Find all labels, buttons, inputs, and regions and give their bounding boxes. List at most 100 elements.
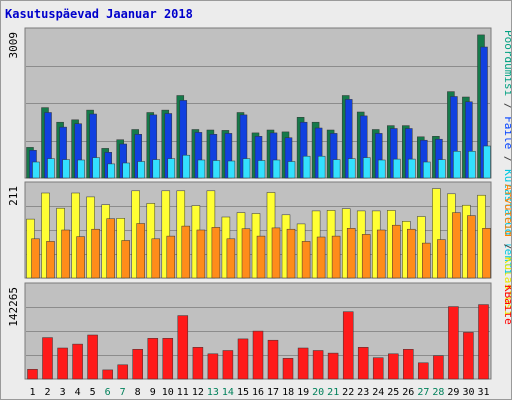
bar-traffic-kbaite [403, 349, 414, 380]
bar-hits-külastatud-lehti [423, 161, 431, 179]
legend-item-visits: / [502, 237, 511, 257]
bar-hits-külastatud-lehti [362, 157, 371, 179]
x-label-day: 29 [447, 387, 459, 398]
bar-traffic-kbaite [42, 337, 53, 380]
bar-visits-arvuteid [76, 236, 85, 279]
bar-hits-külastatud-lehti [347, 158, 356, 179]
bar-traffic-kbaite [388, 353, 399, 380]
bar-visits-arvuteid [61, 229, 70, 279]
bar-traffic-kbaite [162, 338, 174, 380]
bar-visits-arvuteid [346, 228, 356, 279]
bar-hits-külastatud-lehti [317, 155, 326, 179]
bar-traffic-kbaite [177, 315, 189, 380]
bar-visits-külastusi [432, 188, 441, 279]
bar-visits-külastusi [41, 192, 50, 279]
y-max-label-visits: 211 [7, 186, 20, 206]
bar-traffic-kbaite [102, 369, 113, 380]
legend-hits: Pöördumisi / Faile / Külastatud lehti [502, 30, 511, 275]
legend-item-hits: Pöördumisi [502, 30, 511, 96]
bar-visits-arvuteid [106, 218, 115, 279]
bar-traffic-kbaite [448, 306, 459, 380]
bar-hits-külastatud-lehti [47, 158, 55, 179]
x-label-day: 8 [135, 387, 141, 398]
bar-traffic-kbaite [297, 347, 309, 380]
bar-hits-külastatud-lehti [483, 145, 491, 179]
bar-hits-külastatud-lehti [197, 159, 206, 179]
bar-traffic-kbaite [87, 334, 98, 380]
x-label-day: 24 [372, 387, 384, 398]
bar-visits-arvuteid [241, 228, 251, 279]
bar-visits-arvuteid [31, 238, 40, 279]
bar-visits-arvuteid [211, 227, 221, 279]
x-label-day: 23 [357, 387, 369, 398]
y-max-label-traffic: 142265 [7, 287, 20, 327]
bar-visits-arvuteid [196, 229, 206, 279]
bar-hits-külastatud-lehti [332, 159, 341, 179]
bar-hits-külastatud-lehti [62, 159, 70, 179]
legend-item-hits: Külastatud lehti [502, 169, 511, 275]
x-label-day: 2 [44, 387, 50, 398]
legend-traffic: KBaite [502, 285, 511, 325]
bar-hits-külastatud-lehti [272, 159, 281, 179]
legend-item-visits: Arvuteid [502, 184, 511, 237]
bar-visits-arvuteid [392, 224, 401, 279]
x-label-day: 16 [252, 387, 264, 398]
bar-traffic-kbaite [342, 311, 354, 380]
bar-traffic-kbaite [478, 304, 489, 380]
bar-hits-külastatud-lehti [107, 163, 115, 179]
bar-hits-külastatud-lehti [393, 158, 401, 179]
bar-traffic-kbaite [222, 350, 234, 380]
legend-visits: Arvuteid / Külastusi [502, 184, 511, 316]
x-label-day: 19 [297, 387, 309, 398]
bar-visits-arvuteid [482, 228, 491, 279]
bar-traffic-kbaite [312, 350, 324, 380]
bar-hits-külastatud-lehti [408, 158, 416, 179]
x-label-day: 1 [29, 387, 35, 398]
bar-hits-külastatud-lehti [242, 158, 251, 179]
bar-visits-arvuteid [136, 223, 145, 279]
bar-traffic-kbaite [132, 349, 143, 380]
bar-hits-külastatud-lehti [32, 161, 40, 179]
x-label-day: 26 [402, 387, 414, 398]
bar-visits-arvuteid [151, 238, 161, 279]
bar-traffic-kbaite [192, 347, 204, 380]
legend-item-hits: Faile [502, 116, 511, 149]
bar-traffic-kbaite [282, 358, 294, 380]
bar-hits-külastatud-lehti [257, 160, 266, 179]
bar-traffic-kbaite [267, 339, 279, 380]
x-label-day: 27 [417, 387, 429, 398]
bar-traffic-kbaite [72, 343, 83, 380]
bar-visits-külastusi [71, 192, 80, 279]
bar-hits-külastatud-lehti [137, 161, 145, 179]
bar-visits-arvuteid [46, 241, 55, 279]
bar-visits-arvuteid [376, 229, 386, 279]
bar-visits-arvuteid [422, 242, 431, 279]
x-label-day: 14 [222, 387, 234, 398]
bar-visits-arvuteid [271, 227, 281, 279]
bar-traffic-kbaite [327, 352, 339, 380]
bar-hits-külastatud-lehti [438, 159, 446, 179]
bar-visits-külastusi [161, 190, 171, 279]
bar-hits-külastatud-lehti [152, 159, 161, 179]
bar-visits-arvuteid [467, 215, 476, 279]
legend-item-hits: / [502, 149, 511, 169]
legend-item-hits: / [502, 96, 511, 116]
x-label-day: 15 [237, 387, 249, 398]
bar-visits-arvuteid [301, 241, 311, 279]
x-label-day: 12 [192, 387, 204, 398]
x-label-day: 5 [90, 387, 96, 398]
x-label-day: 10 [162, 387, 174, 398]
x-label-day: 25 [387, 387, 399, 398]
bar-visits-arvuteid [407, 228, 416, 279]
x-label-day: 31 [477, 387, 489, 398]
bar-hits-külastatud-lehti [212, 160, 221, 179]
bar-visits-arvuteid [256, 235, 266, 279]
bar-visits-arvuteid [316, 236, 326, 279]
bar-hits-külastatud-lehti [122, 162, 130, 179]
bar-hits-külastatud-lehti [182, 154, 191, 179]
legend-item-traffic: KBaite [502, 285, 511, 325]
x-label-day: 3 [60, 387, 66, 398]
x-label-day: 20 [312, 387, 324, 398]
